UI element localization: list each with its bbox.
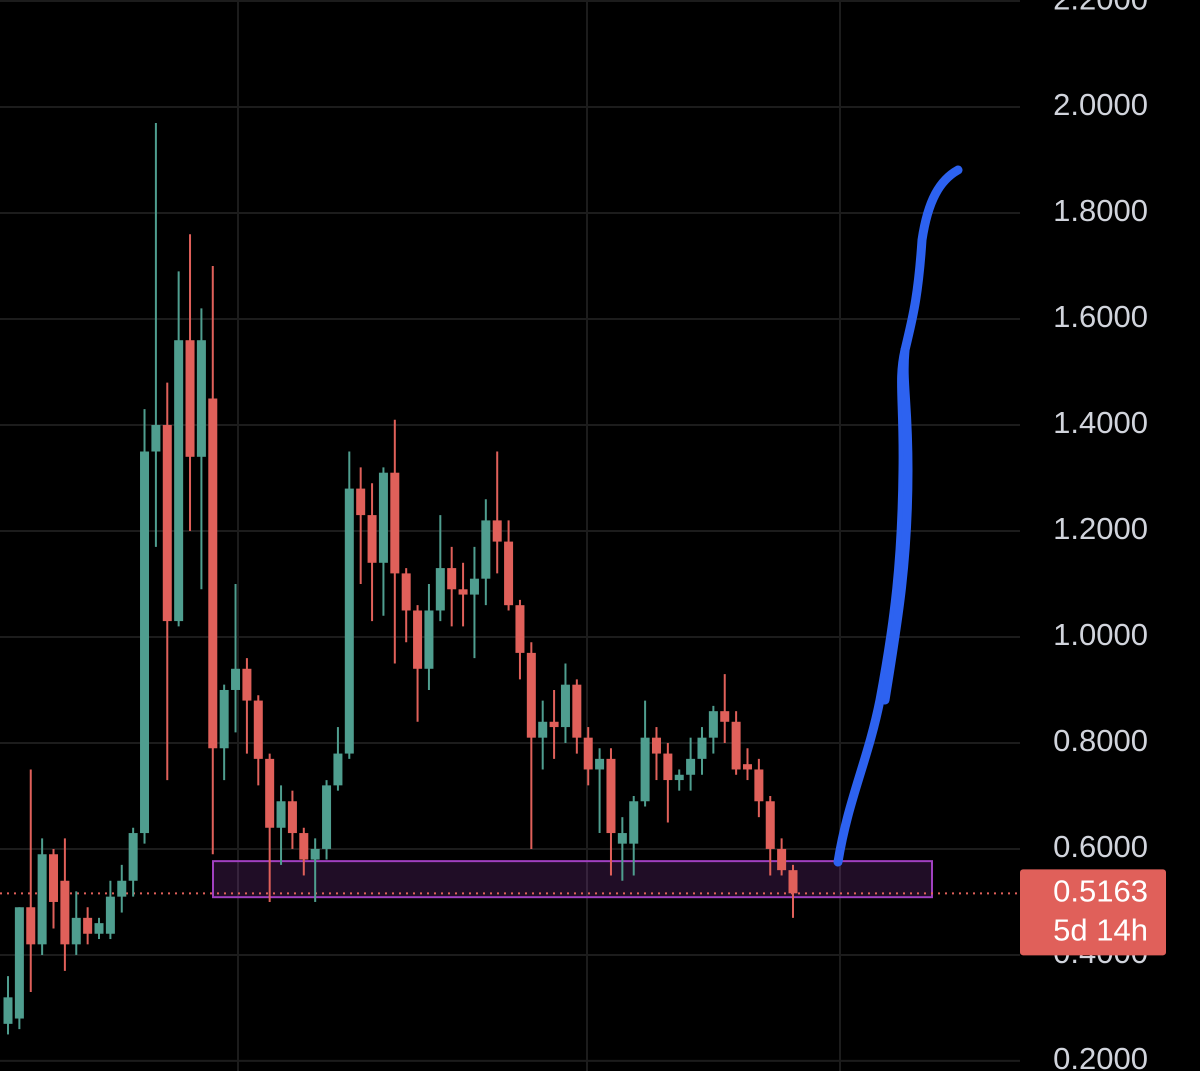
y-tick-label: 1.0000	[1053, 617, 1148, 652]
candle-body	[435, 568, 445, 611]
candle-body	[413, 610, 423, 669]
y-tick-label: 1.2000	[1053, 511, 1148, 546]
price-label: 0.5163 5d 14h	[1020, 869, 1166, 956]
candle-body	[788, 870, 798, 894]
price-label-box	[1020, 869, 1166, 956]
candle-body	[458, 589, 468, 595]
candle-body	[390, 472, 400, 574]
candles	[3, 122, 798, 1035]
candle-body	[742, 764, 752, 770]
candle-body	[208, 398, 218, 749]
candle-body	[3, 997, 13, 1024]
candle-body	[481, 520, 491, 579]
candle-body	[71, 917, 81, 945]
candle-body	[378, 472, 388, 563]
candle-body	[26, 907, 36, 945]
candle-body	[720, 711, 730, 722]
candle-body	[549, 721, 559, 728]
candle-body	[105, 896, 115, 934]
candle-body	[14, 907, 24, 1019]
candle-body	[231, 668, 241, 690]
candle-body	[583, 737, 593, 770]
candle-body	[196, 340, 206, 457]
candle-body	[356, 488, 366, 516]
candle-body	[697, 737, 707, 759]
y-tick-label: 1.8000	[1053, 193, 1148, 228]
candle-body	[367, 515, 377, 563]
candle-body	[117, 880, 127, 897]
candle-body	[242, 668, 252, 701]
y-tick-label: 2.0000	[1053, 87, 1148, 122]
candle-body	[162, 425, 172, 622]
candle-body	[447, 568, 457, 590]
candle-body	[310, 848, 320, 860]
y-tick-label: 0.8000	[1053, 723, 1148, 758]
candle-body	[287, 801, 297, 834]
support-zone	[212, 860, 933, 899]
candle-body	[94, 923, 104, 934]
candle-body	[83, 917, 93, 934]
y-tick-label: 1.4000	[1053, 405, 1148, 440]
candle-body	[174, 340, 184, 622]
candle-body	[276, 801, 286, 828]
candle-body	[526, 652, 536, 738]
candle-body	[151, 425, 161, 452]
candle-body	[674, 774, 684, 781]
candle-body	[299, 833, 309, 860]
candle-body	[629, 801, 639, 844]
candle-body	[731, 721, 741, 770]
candle-body	[185, 340, 195, 457]
price-countdown: 5d 14h	[1053, 913, 1148, 948]
candle-body	[617, 833, 627, 844]
y-tick-label: 1.6000	[1053, 299, 1148, 334]
candle-body	[333, 753, 343, 786]
candle-body	[60, 880, 70, 945]
candle-body	[253, 700, 263, 759]
candle-body	[344, 488, 354, 754]
candle-body	[595, 758, 605, 770]
candle-body	[401, 573, 411, 611]
candle-body	[754, 769, 764, 802]
candle-body	[492, 520, 502, 542]
candle-body	[515, 605, 525, 653]
y-tick-label: 2.2000	[1053, 0, 1148, 16]
candle-body	[765, 801, 775, 849]
candle-body	[686, 758, 696, 775]
y-tick-label: 0.6000	[1053, 829, 1148, 864]
candle-body	[424, 610, 434, 669]
candle-body	[663, 753, 673, 781]
candle-body	[140, 451, 150, 834]
candle-body	[606, 758, 616, 834]
candle-body	[640, 737, 650, 802]
y-tick-label: 0.2000	[1053, 1041, 1148, 1071]
candle-body	[219, 689, 229, 749]
candle-body	[651, 737, 661, 754]
candle-body	[265, 758, 275, 828]
price-label-value: 0.5163	[1053, 874, 1148, 909]
zone-layer	[0, 860, 1020, 899]
candle-body	[538, 721, 548, 738]
candle-body	[504, 541, 514, 606]
candle-body	[49, 854, 59, 902]
candle-body	[469, 578, 479, 595]
candle-body	[777, 848, 787, 871]
candle-body	[572, 684, 582, 738]
candle-body	[37, 854, 47, 945]
drawn-arrow	[880, 345, 913, 705]
candle-body	[708, 711, 718, 738]
candle-body	[560, 684, 570, 728]
candle-body	[128, 833, 138, 881]
candle-body	[322, 785, 332, 849]
